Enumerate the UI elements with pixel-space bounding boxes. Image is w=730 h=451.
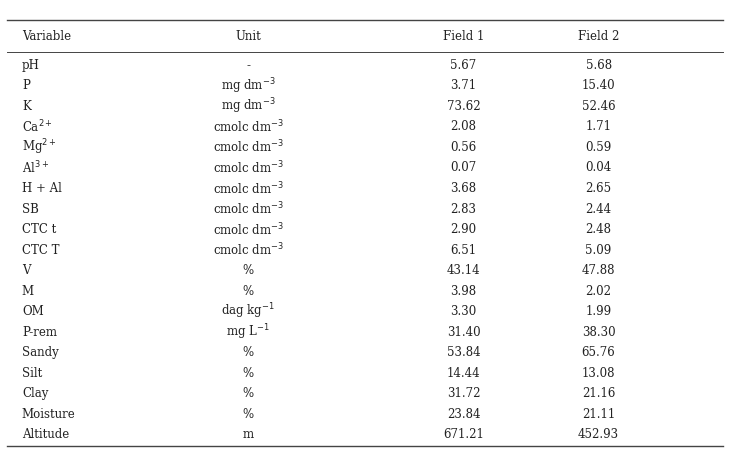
- Text: Altitude: Altitude: [22, 428, 69, 441]
- Text: cmolc dm$^{-3}$: cmolc dm$^{-3}$: [212, 242, 284, 258]
- Text: 5.68: 5.68: [585, 59, 612, 72]
- Text: cmolc dm$^{-3}$: cmolc dm$^{-3}$: [212, 119, 284, 135]
- Text: 2.65: 2.65: [585, 182, 612, 195]
- Text: %: %: [242, 387, 254, 400]
- Text: K: K: [22, 100, 31, 113]
- Text: Al$^{3+}$: Al$^{3+}$: [22, 160, 49, 176]
- Text: 671.21: 671.21: [443, 428, 484, 441]
- Text: 23.84: 23.84: [447, 408, 480, 421]
- Text: OM: OM: [22, 305, 44, 318]
- Text: 1.71: 1.71: [585, 120, 612, 133]
- Text: 2.08: 2.08: [450, 120, 477, 133]
- Text: 2.83: 2.83: [450, 202, 477, 216]
- Text: Variable: Variable: [22, 30, 71, 42]
- Text: 2.02: 2.02: [585, 285, 612, 298]
- Text: V: V: [22, 264, 31, 277]
- Text: %: %: [242, 285, 254, 298]
- Text: 21.16: 21.16: [582, 387, 615, 400]
- Text: 0.07: 0.07: [450, 161, 477, 175]
- Text: Sandy: Sandy: [22, 346, 58, 359]
- Text: P-rem: P-rem: [22, 326, 57, 339]
- Text: Clay: Clay: [22, 387, 48, 400]
- Text: 47.88: 47.88: [582, 264, 615, 277]
- Text: 38.30: 38.30: [582, 326, 615, 339]
- Text: dag kg$^{-1}$: dag kg$^{-1}$: [221, 302, 275, 322]
- Text: Moisture: Moisture: [22, 408, 76, 421]
- Text: 73.62: 73.62: [447, 100, 480, 113]
- Text: 2.44: 2.44: [585, 202, 612, 216]
- Text: CTC t: CTC t: [22, 223, 56, 236]
- Text: 5.67: 5.67: [450, 59, 477, 72]
- Text: Silt: Silt: [22, 367, 42, 380]
- Text: SB: SB: [22, 202, 39, 216]
- Text: m: m: [242, 428, 254, 441]
- Text: %: %: [242, 408, 254, 421]
- Text: 0.56: 0.56: [450, 141, 477, 154]
- Text: cmolc dm$^{-3}$: cmolc dm$^{-3}$: [212, 201, 284, 217]
- Text: H + Al: H + Al: [22, 182, 62, 195]
- Text: Field 1: Field 1: [443, 30, 484, 42]
- Text: Mg$^{2+}$: Mg$^{2+}$: [22, 138, 56, 157]
- Text: CTC T: CTC T: [22, 244, 59, 257]
- Text: cmolc dm$^{-3}$: cmolc dm$^{-3}$: [212, 139, 284, 156]
- Text: 6.51: 6.51: [450, 244, 477, 257]
- Text: 3.30: 3.30: [450, 305, 477, 318]
- Text: 2.90: 2.90: [450, 223, 477, 236]
- Text: 452.93: 452.93: [578, 428, 619, 441]
- Text: 0.59: 0.59: [585, 141, 612, 154]
- Text: cmolc dm$^{-3}$: cmolc dm$^{-3}$: [212, 180, 284, 197]
- Text: 5.09: 5.09: [585, 244, 612, 257]
- Text: %: %: [242, 367, 254, 380]
- Text: 3.71: 3.71: [450, 79, 477, 92]
- Text: pH: pH: [22, 59, 39, 72]
- Text: 65.76: 65.76: [582, 346, 615, 359]
- Text: 52.46: 52.46: [582, 100, 615, 113]
- Text: 1.99: 1.99: [585, 305, 612, 318]
- Text: 31.72: 31.72: [447, 387, 480, 400]
- Text: 3.98: 3.98: [450, 285, 477, 298]
- Text: cmolc dm$^{-3}$: cmolc dm$^{-3}$: [212, 221, 284, 238]
- Text: mg L$^{-1}$: mg L$^{-1}$: [226, 322, 270, 342]
- Text: 21.11: 21.11: [582, 408, 615, 421]
- Text: Field 2: Field 2: [578, 30, 619, 42]
- Text: mg dm$^{-3}$: mg dm$^{-3}$: [221, 97, 275, 116]
- Text: Unit: Unit: [235, 30, 261, 42]
- Text: Ca$^{2+}$: Ca$^{2+}$: [22, 119, 53, 135]
- Text: 0.04: 0.04: [585, 161, 612, 175]
- Text: 15.40: 15.40: [582, 79, 615, 92]
- Text: 13.08: 13.08: [582, 367, 615, 380]
- Text: %: %: [242, 264, 254, 277]
- Text: 43.14: 43.14: [447, 264, 480, 277]
- Text: %: %: [242, 346, 254, 359]
- Text: P: P: [22, 79, 30, 92]
- Text: 3.68: 3.68: [450, 182, 477, 195]
- Text: mg dm$^{-3}$: mg dm$^{-3}$: [221, 76, 275, 96]
- Text: 31.40: 31.40: [447, 326, 480, 339]
- Text: M: M: [22, 285, 34, 298]
- Text: -: -: [246, 59, 250, 72]
- Text: 2.48: 2.48: [585, 223, 612, 236]
- Text: cmolc dm$^{-3}$: cmolc dm$^{-3}$: [212, 160, 284, 176]
- Text: 14.44: 14.44: [447, 367, 480, 380]
- Text: 53.84: 53.84: [447, 346, 480, 359]
